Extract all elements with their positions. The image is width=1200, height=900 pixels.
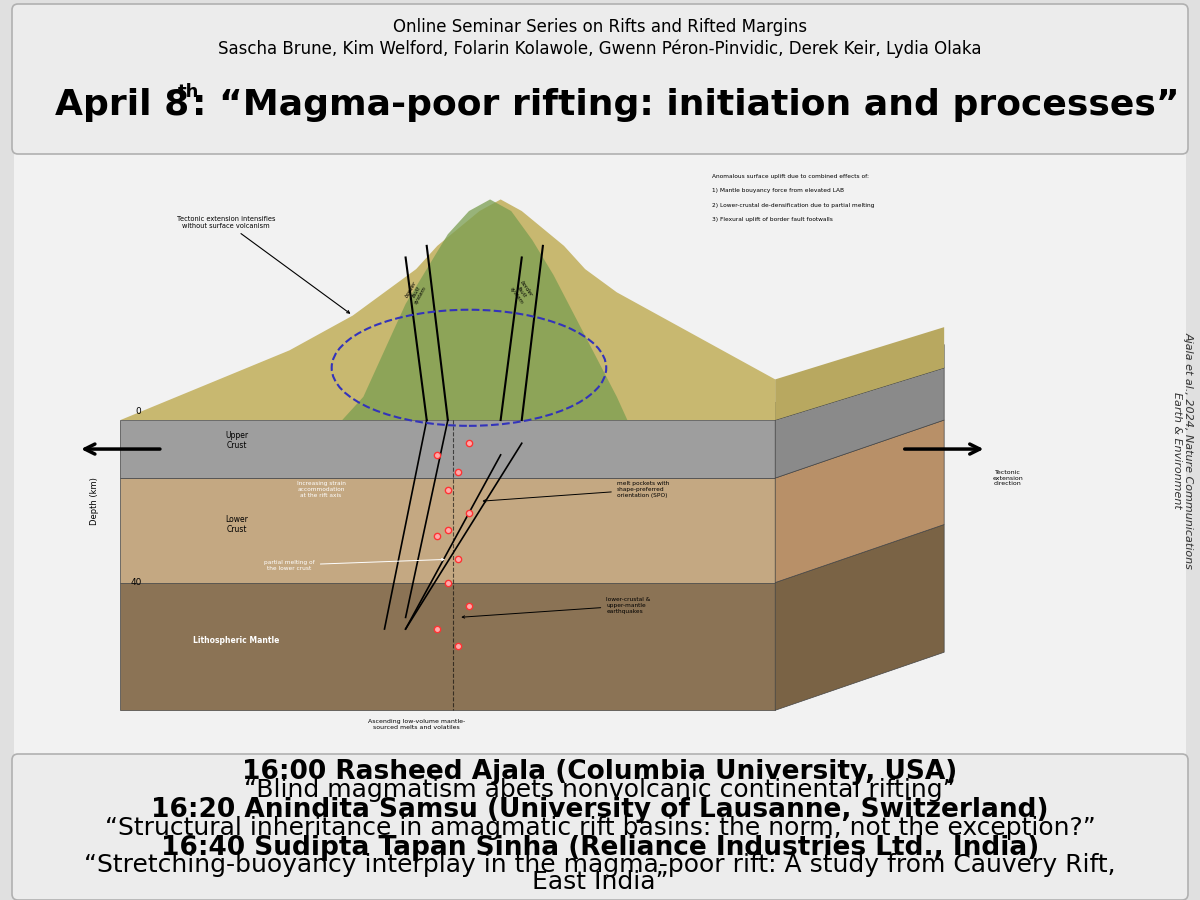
Text: Sascha Brune, Kim Welford, Folarin Kolawole, Gwenn Péron-Pinvidic, Derek Keir, L: Sascha Brune, Kim Welford, Folarin Kolaw… — [218, 40, 982, 58]
Polygon shape — [775, 345, 944, 420]
Text: 16:40 Sudipta Tapan Sinha (Reliance Industries Ltd., India): 16:40 Sudipta Tapan Sinha (Reliance Indu… — [161, 835, 1039, 861]
Text: Lower
Crust: Lower Crust — [226, 515, 248, 535]
Text: th: th — [178, 83, 199, 101]
Text: “Blind magmatism abets nonvolcanic continental rifting”: “Blind magmatism abets nonvolcanic conti… — [244, 778, 956, 802]
Text: Ascending low-volume mantle-
sourced melts and volatiles: Ascending low-volume mantle- sourced mel… — [367, 719, 464, 730]
Text: border
fault
system: border fault system — [509, 279, 534, 305]
Text: 0: 0 — [136, 407, 142, 416]
Text: Depth (km): Depth (km) — [90, 477, 98, 526]
Polygon shape — [120, 582, 775, 710]
Text: : “Magma-poor rifting: initiation and processes”: : “Magma-poor rifting: initiation and pr… — [192, 88, 1180, 122]
Polygon shape — [775, 525, 944, 710]
Text: 16:20 Anindita Samsu (University of Lausanne, Switzerland): 16:20 Anindita Samsu (University of Laus… — [151, 797, 1049, 823]
Polygon shape — [775, 420, 944, 582]
Text: Tectonic
extension
direction: Tectonic extension direction — [992, 470, 1022, 486]
FancyBboxPatch shape — [14, 152, 1186, 756]
Polygon shape — [775, 368, 944, 478]
Text: 1) Mantle bouyancy force from elevated LAB: 1) Mantle bouyancy force from elevated L… — [712, 188, 844, 194]
FancyBboxPatch shape — [12, 4, 1188, 154]
Text: border
fault
system: border fault system — [404, 280, 428, 305]
Text: lower-crustal &
upper-mantle
earthquakes: lower-crustal & upper-mantle earthquakes — [462, 598, 650, 618]
Text: Lithospheric Mantle: Lithospheric Mantle — [193, 636, 280, 645]
Text: Anomalous surface uplift due to combined effects of:: Anomalous surface uplift due to combined… — [712, 174, 869, 179]
Text: 2) Lower-crustal de-densification due to partial melting: 2) Lower-crustal de-densification due to… — [712, 202, 875, 208]
Polygon shape — [120, 200, 775, 420]
Text: partial melting of
the lower crust: partial melting of the lower crust — [264, 558, 444, 571]
Polygon shape — [120, 478, 775, 582]
FancyBboxPatch shape — [12, 754, 1188, 900]
Polygon shape — [775, 327, 944, 420]
Text: 16:00 Rasheed Ajala (Columbia University, USA): 16:00 Rasheed Ajala (Columbia University… — [242, 759, 958, 785]
Polygon shape — [120, 420, 775, 478]
Text: “Structural inheritance in amagmatic rift basins: the norm, not the exception?”: “Structural inheritance in amagmatic rif… — [104, 816, 1096, 840]
Text: Increasing strain
accommodation
at the rift axis: Increasing strain accommodation at the r… — [296, 482, 346, 498]
Text: Upper
Crust: Upper Crust — [226, 430, 248, 450]
Text: “Stretching-buoyancy interplay in the magma-poor rift: A study from Cauvery Rift: “Stretching-buoyancy interplay in the ma… — [84, 853, 1116, 877]
Text: 40: 40 — [131, 578, 142, 587]
Text: Ajala et al., 2024, Nature Communications
Earth & Environment: Ajala et al., 2024, Nature Communication… — [1172, 331, 1194, 569]
Text: Tectonic extension intensifies
without surface volcanism: Tectonic extension intensifies without s… — [176, 216, 349, 313]
Polygon shape — [342, 200, 628, 420]
Text: melt pockets with
shape-preferred
orientation (SPO): melt pockets with shape-preferred orient… — [484, 482, 670, 502]
Text: Online Seminar Series on Rifts and Rifted Margins: Online Seminar Series on Rifts and Rifte… — [392, 18, 808, 36]
Text: 3) Flexural uplift of border fault footwalls: 3) Flexural uplift of border fault footw… — [712, 217, 833, 222]
Text: East India”: East India” — [532, 870, 668, 894]
Text: April 8: April 8 — [55, 88, 190, 122]
